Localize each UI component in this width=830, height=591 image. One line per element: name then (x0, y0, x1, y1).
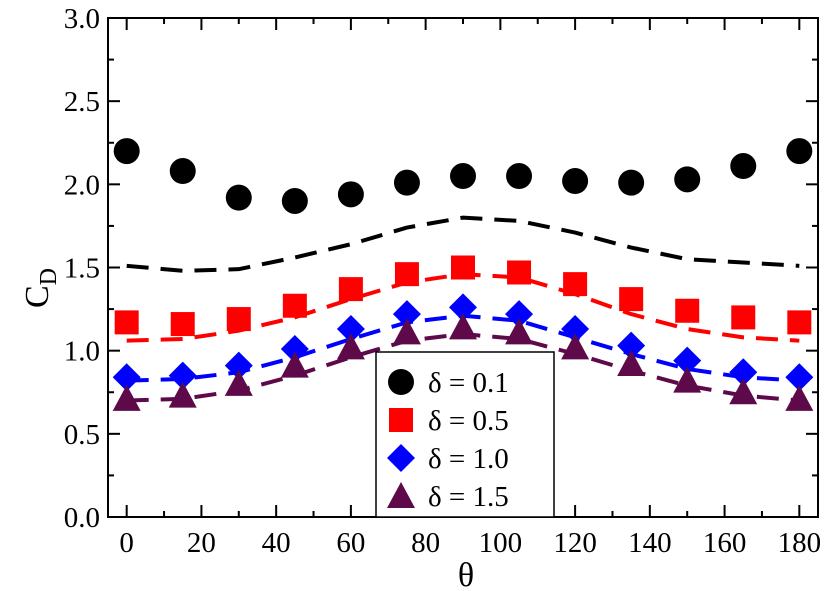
data-point (282, 293, 307, 318)
data-point (505, 318, 534, 345)
data-point (562, 168, 589, 195)
series-circle (113, 138, 813, 273)
data-point (392, 318, 421, 345)
data-point (337, 181, 364, 208)
data-point (449, 293, 477, 322)
legend-label: δ = 0.1 (428, 367, 509, 399)
data-point (786, 138, 813, 165)
data-point (114, 310, 139, 335)
y-axis-title-subscript: D (36, 268, 62, 285)
data-point (730, 153, 757, 180)
x-tick-label: 180 (778, 527, 822, 559)
x-tick-label: 20 (187, 527, 216, 559)
data-point (168, 361, 197, 390)
data-point (392, 300, 421, 329)
data-point (785, 363, 814, 392)
data-point (336, 333, 365, 360)
data-point (170, 312, 195, 337)
data-point (280, 351, 309, 378)
data-point (506, 163, 533, 190)
data-point (617, 349, 646, 376)
data-point (224, 369, 253, 396)
data-point (675, 298, 700, 323)
y-tick-label: 2.5 (64, 86, 100, 118)
y-tick-label: 1.0 (64, 336, 100, 368)
data-point (113, 138, 140, 165)
x-tick-label: 40 (262, 527, 291, 559)
data-point (393, 169, 420, 196)
y-tick-label: 0.0 (64, 502, 100, 534)
legend-marker (387, 444, 415, 472)
legend-label: δ = 0.5 (428, 405, 509, 437)
series-layer (112, 138, 814, 411)
data-point (449, 313, 477, 340)
data-point (729, 358, 758, 387)
data-point (731, 305, 756, 330)
data-point (169, 158, 196, 185)
data-point (450, 163, 476, 190)
data-point (281, 187, 308, 214)
x-tick-label: 160 (703, 527, 747, 559)
data-point (507, 260, 532, 285)
data-point (673, 346, 702, 375)
data-point (618, 169, 645, 196)
data-point (451, 255, 475, 280)
data-point (225, 184, 252, 211)
legend-label: δ = 1.0 (428, 443, 509, 475)
data-point (561, 333, 590, 360)
data-point (729, 378, 758, 405)
x-tick-label: 60 (336, 527, 365, 559)
series-curve (126, 215, 800, 273)
x-axis-title: θ (458, 557, 474, 591)
data-point (280, 335, 309, 364)
x-tick-label: 0 (119, 527, 134, 559)
y-tick-label: 3.0 (64, 3, 100, 35)
axis-ticks: 0 20 40 60 80 100 120 140 160 180 0.0 0.5 1.0 1.5 2.0 2… (64, 3, 821, 559)
data-point (338, 277, 363, 302)
series-square (114, 255, 812, 343)
data-point (224, 351, 253, 380)
data-point (617, 331, 646, 360)
series-triangle (112, 313, 814, 411)
legend-marker (388, 369, 414, 395)
x-tick-label: 100 (479, 527, 523, 559)
legend-marker (389, 408, 413, 432)
data-point (112, 363, 141, 392)
data-point (168, 381, 197, 408)
data-point (226, 307, 251, 332)
data-point (673, 366, 702, 393)
data-point (112, 384, 141, 411)
data-point (394, 262, 419, 287)
data-point (619, 287, 644, 312)
legend-label: δ = 1.5 (428, 481, 509, 513)
data-point (785, 384, 814, 411)
y-tick-label: 1.5 (64, 253, 100, 285)
data-point (336, 315, 365, 344)
data-point (505, 300, 534, 329)
y-axis-title: CD (19, 268, 62, 308)
data-point (787, 310, 812, 335)
x-tick-label: 120 (553, 527, 597, 559)
y-tick-label: 2.0 (64, 169, 100, 201)
x-tick-label: 140 (628, 527, 672, 559)
data-point (561, 315, 590, 344)
y-tick-label: 0.5 (64, 419, 100, 451)
x-tick-label: 80 (411, 527, 440, 559)
legend-marker (387, 482, 415, 508)
data-point (674, 166, 701, 193)
legend: δ = 0.1 δ = 0.5 δ = 1.0 δ = 1.5 (375, 351, 555, 518)
data-point (563, 272, 588, 297)
y-axis-title-main: C (19, 285, 56, 308)
